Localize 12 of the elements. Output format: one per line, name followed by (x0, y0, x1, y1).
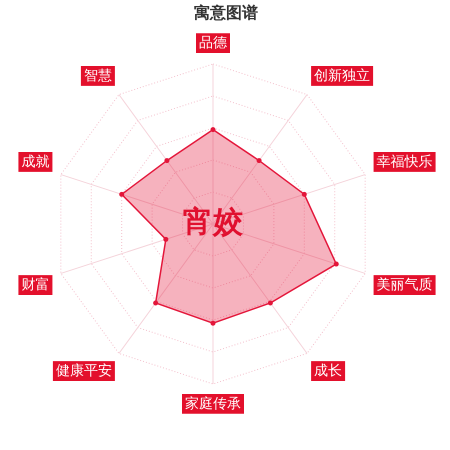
spoke-label: 健康平安 (56, 363, 112, 380)
spoke-label: 创新独立 (314, 68, 370, 84)
spoke-label: 家庭传承 (185, 396, 241, 412)
spoke-label: 成就 (21, 154, 50, 170)
spoke-label: 幸福快乐 (376, 154, 433, 170)
spoke-label: 品德 (199, 35, 227, 52)
spoke-label: 美丽气质 (376, 277, 433, 294)
text: 宵姣 (183, 204, 244, 240)
spoke-label: 智慧 (84, 68, 112, 84)
spoke-label: 成长 (314, 363, 342, 380)
spoke-label: 财富 (21, 277, 50, 294)
chart-title: 寓意图谱 (194, 2, 258, 22)
